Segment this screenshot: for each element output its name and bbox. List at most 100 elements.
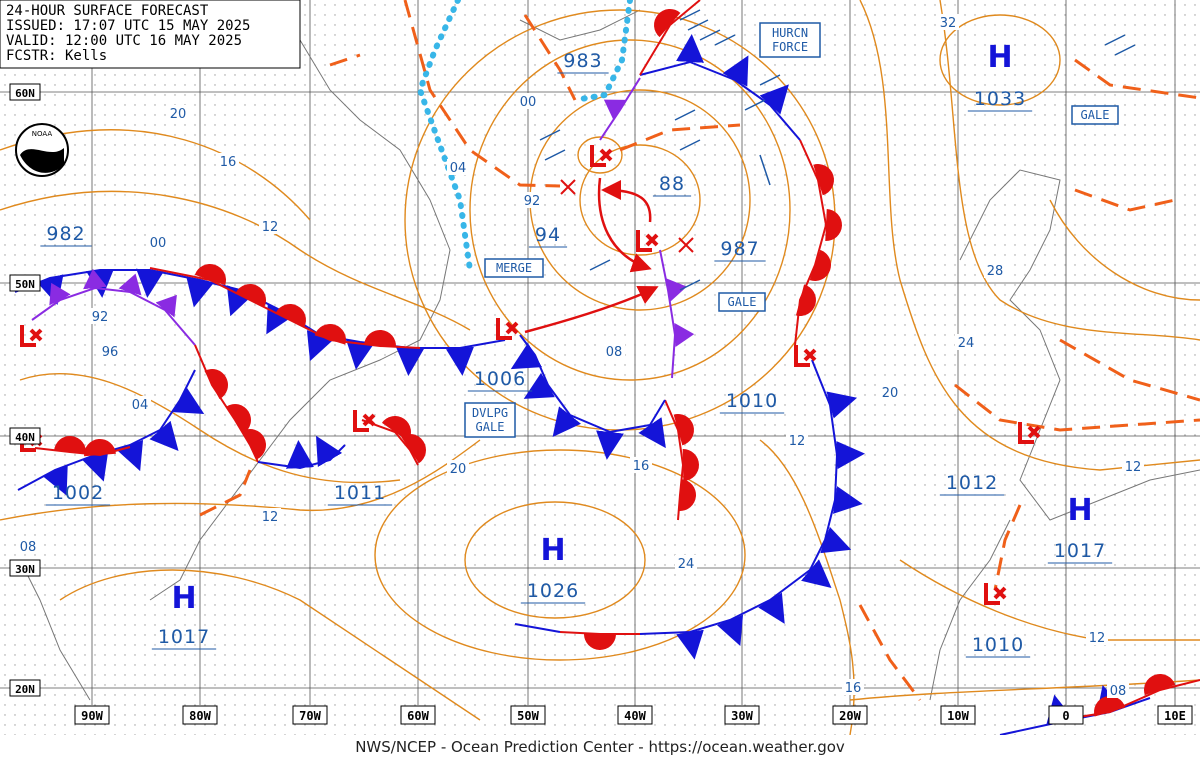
isobar-label-bg (167, 105, 189, 121)
lon-label: 90W (81, 709, 103, 723)
isobar-label-bg (1107, 682, 1129, 698)
lat-label-box (9, 559, 41, 577)
boxed-label: MERGE (496, 261, 532, 275)
lon-label-box (832, 705, 868, 725)
lon-label-box (400, 705, 436, 725)
isobar-label: 08 (606, 345, 623, 360)
isobar-label-bg (129, 396, 151, 412)
isobar-label-bg (1122, 458, 1144, 474)
lat-label: 50N (15, 278, 35, 291)
lon-label-box (510, 705, 546, 725)
boxed-label-frame (484, 258, 544, 278)
pressure-value: 987 (720, 238, 759, 260)
lon-label: 80W (189, 709, 211, 723)
isobar-label: 00 (520, 95, 537, 110)
isobar-label: 08 (20, 540, 37, 555)
pressure-value: 983 (563, 50, 602, 72)
isobar-label-bg (879, 384, 901, 400)
header-line: ISSUED: 17:07 UTC 15 MAY 2025 (6, 18, 250, 34)
isobar-label: 16 (220, 155, 237, 170)
isobar-label-bg (517, 93, 539, 109)
isobar-label: 12 (1125, 460, 1142, 475)
lon-label-box (182, 705, 218, 725)
isobar-label: 12 (262, 220, 279, 235)
isobar-label-bg (1086, 629, 1108, 645)
pressure-value: 94 (535, 224, 561, 246)
high-symbol: H (1067, 493, 1092, 528)
lat-label: 30N (15, 563, 35, 576)
isobar-label: 04 (450, 161, 467, 176)
ice-edge (416, 0, 633, 273)
pressure-value: 1026 (527, 580, 579, 602)
isobar-label-bg (259, 218, 281, 234)
fronts (14, 0, 1200, 736)
isobar-label: 20 (882, 386, 899, 401)
high-symbol: H (987, 40, 1012, 75)
isobar-label-bg (99, 343, 121, 359)
pressure-value: 1033 (974, 88, 1026, 110)
lon-label: 70W (299, 709, 321, 723)
pressure-value: 1017 (1054, 540, 1106, 562)
lat-label: 20N (15, 683, 35, 696)
isobar-label: 08 (1110, 684, 1127, 699)
lat-label-box (9, 427, 41, 445)
lat-label-box (9, 83, 41, 101)
boxed-label-frame (1071, 105, 1119, 125)
pressure-value: 1006 (474, 368, 526, 390)
isobar-label: 32 (940, 16, 957, 31)
lat-label: 60N (15, 87, 35, 100)
header-box (0, 0, 301, 69)
pressure-value: 1017 (158, 626, 210, 648)
isobar-label: 12 (1089, 631, 1106, 646)
lon-label-box (724, 705, 760, 725)
pressure-value: 1010 (726, 390, 778, 412)
isobar-label: 12 (789, 434, 806, 449)
lon-label-box (617, 705, 653, 725)
lon-label: 50W (517, 709, 539, 723)
isobar-label: 12 (262, 510, 279, 525)
lon-label: 0 (1062, 709, 1069, 723)
pressure-value: 88 (659, 173, 685, 195)
logo-text: NOAA (32, 130, 53, 138)
isobar-label-bg (447, 159, 469, 175)
boxed-label-frame (759, 22, 821, 58)
lon-label: 60W (407, 709, 429, 723)
isobar-label: 16 (845, 681, 862, 696)
isobar-label: 20 (170, 107, 187, 122)
lon-label: 10W (947, 709, 969, 723)
lat-label-box (9, 679, 41, 697)
isobar-label-bg (937, 14, 959, 30)
lon-label-box (74, 705, 110, 725)
isobar-label: 92 (524, 194, 541, 209)
boxed-label: DVLPG GALE (472, 406, 508, 434)
isobar-label: 04 (132, 398, 149, 413)
isobar-label: 20 (450, 462, 467, 477)
wind-barbs (539, 9, 1136, 291)
lon-label-box (292, 705, 328, 725)
isobar-label-bg (630, 457, 652, 473)
isobar-label-bg (603, 343, 625, 359)
high-symbol: H (540, 533, 565, 568)
troughs (199, 0, 1200, 701)
isobar-label: 24 (958, 336, 975, 351)
lon-label-box (1048, 705, 1084, 725)
isobar-label-bg (984, 262, 1006, 278)
pressure-value: 1012 (946, 472, 998, 494)
pressure-value: 1002 (52, 482, 104, 504)
boxed-label: GALE (1081, 108, 1110, 122)
isobar-label: 28 (987, 264, 1004, 279)
isobar-label-bg (217, 153, 239, 169)
header-line: VALID: 12:00 UTC 16 MAY 2025 (6, 33, 242, 49)
high-symbol: H (171, 581, 196, 616)
header-line: FCSTR: Kells (6, 48, 107, 64)
boxed-label: HURCN FORCE (772, 26, 808, 54)
footer-credit: NWS/NCEP - Ocean Prediction Center - htt… (355, 738, 845, 756)
lon-label-box (940, 705, 976, 725)
boxed-label-frame (718, 292, 766, 312)
pressure-value: 1011 (334, 482, 386, 504)
header-line: 24-HOUR SURFACE FORECAST (6, 3, 209, 19)
boxed-label: GALE (728, 295, 757, 309)
boxed-label-frame (464, 402, 516, 438)
isobar-label: 00 (150, 236, 167, 251)
